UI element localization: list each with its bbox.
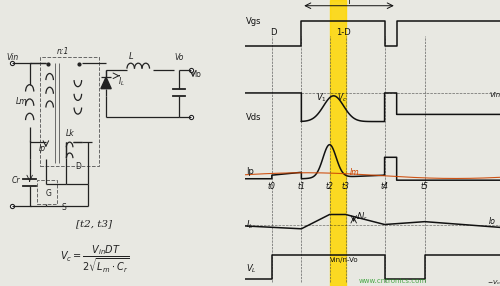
Text: G: G [46, 189, 52, 198]
Text: Ip: Ip [39, 144, 46, 153]
Text: Cr: Cr [12, 176, 20, 185]
Text: t3: t3 [342, 182, 349, 191]
Text: Vgs: Vgs [246, 17, 262, 25]
Text: Ip: Ip [246, 168, 254, 176]
Text: $I_L$: $I_L$ [118, 76, 125, 88]
Text: t5: t5 [421, 182, 429, 191]
Text: Io: Io [490, 217, 496, 226]
Text: t0: t0 [268, 182, 276, 191]
Text: D: D [270, 28, 276, 37]
Text: Lk: Lk [66, 129, 74, 138]
Text: Io: Io [194, 70, 201, 79]
Bar [330, 0, 345, 286]
Text: Vds: Vds [246, 113, 262, 122]
Text: $I_L$: $I_L$ [246, 219, 254, 231]
Bar [40, 57, 99, 166]
Text: n:1: n:1 [56, 47, 69, 56]
Text: $V_c = \dfrac{V_{in}DT}{2\sqrt{L_m \cdot C_r}}$: $V_c = \dfrac{V_{in}DT}{2\sqrt{L_m \cdot… [60, 244, 129, 275]
Text: Im: Im [350, 168, 360, 177]
Text: S: S [62, 203, 66, 212]
Text: t1: t1 [298, 182, 306, 191]
Text: $\cdot V_c$: $\cdot V_c$ [335, 92, 347, 104]
Text: Vin: Vin [490, 92, 500, 98]
Text: 1-D: 1-D [336, 28, 350, 37]
Text: t2: t2 [326, 182, 334, 191]
Text: $-V_o$: $-V_o$ [486, 278, 500, 286]
Text: D: D [76, 162, 82, 171]
Text: t4: t4 [380, 182, 388, 191]
Text: Vo: Vo [174, 53, 184, 62]
Text: www.cntronics.com: www.cntronics.com [358, 279, 426, 284]
Text: [t2, t3]: [t2, t3] [76, 219, 112, 228]
Text: $V_1$: $V_1$ [316, 92, 327, 104]
Text: $\Delta I_r$: $\Delta I_r$ [356, 211, 368, 223]
Text: Lm: Lm [16, 98, 27, 106]
Text: Vin: Vin [6, 53, 18, 62]
Text: Vin/n-Vo: Vin/n-Vo [330, 257, 358, 263]
Text: T: T [346, 0, 352, 6]
Text: L: L [128, 52, 133, 61]
Bar [38, 180, 58, 204]
Text: $V_L$: $V_L$ [246, 263, 257, 275]
Polygon shape [101, 77, 111, 89]
